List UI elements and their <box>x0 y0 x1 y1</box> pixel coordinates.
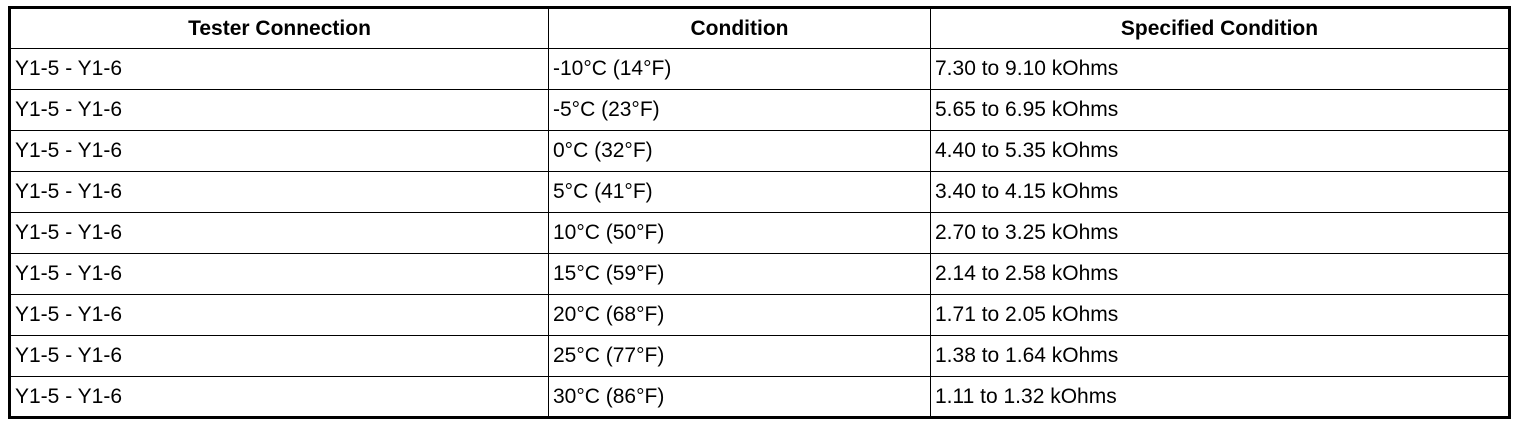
table-cell: 25°C (77°F) <box>548 335 931 377</box>
table-cell: 10°C (50°F) <box>548 212 931 254</box>
table-row: Y1-5 - Y1-6 5°C (41°F) 3.40 to 4.15 kOhms <box>9 171 1510 213</box>
table-header: Tester Connection Condition Specified Cond… <box>9 7 1510 49</box>
table-cell: Y1-5 - Y1-6 <box>9 130 549 172</box>
table-cell: 1.71 to 2.05 kOhms <box>930 294 1510 336</box>
table-cell: 7.30 to 9.10 kOhms <box>930 48 1510 90</box>
table-row: Y1-5 - Y1-6 25°C (77°F) 1.38 to 1.64 kOhms <box>9 335 1510 377</box>
table-cell: 2.14 to 2.58 kOhms <box>930 253 1510 295</box>
table-cell: 5.65 to 6.95 kOhms <box>930 89 1510 131</box>
table-cell: -10°C (14°F) <box>548 48 931 90</box>
table-cell: 0°C (32°F) <box>548 130 931 172</box>
table-cell: 5°C (41°F) <box>548 171 931 213</box>
table-row: Y1-5 - Y1-6 20°C (68°F) 1.71 to 2.05 kOhms <box>9 294 1510 336</box>
table-cell: 1.11 to 1.32 kOhms <box>930 376 1510 418</box>
table-cell: 2.70 to 3.25 kOhms <box>930 212 1510 254</box>
table-row: Y1-5 - Y1-6 0°C (32°F) 4.40 to 5.35 kOhms <box>9 130 1510 172</box>
header-row: Tester Connection Condition Specified Cond… <box>9 7 1510 49</box>
table-row: Y1-5 - Y1-6 -10°C (14°F) 7.30 to 9.10 kOhm… <box>9 48 1510 90</box>
table-cell: 20°C (68°F) <box>548 294 931 336</box>
header-cell: Specified Condition <box>930 7 1510 49</box>
spec-table: Tester Connection Condition Specified Cond… <box>8 6 1511 419</box>
table-cell: Y1-5 - Y1-6 <box>9 171 549 213</box>
table-row: Y1-5 - Y1-6 30°C (86°F) 1.11 to 1.32 kOhms <box>9 376 1510 418</box>
table-row: Y1-5 - Y1-6 15°C (59°F) 2.14 to 2.58 kOhms <box>9 253 1510 295</box>
table-cell: Y1-5 - Y1-6 <box>9 253 549 295</box>
table-cell: Y1-5 - Y1-6 <box>9 89 549 131</box>
table-cell: 3.40 to 4.15 kOhms <box>930 171 1510 213</box>
header-cell: Condition <box>548 7 931 49</box>
table-row: Y1-5 - Y1-6 10°C (50°F) 2.70 to 3.25 kOhms <box>9 212 1510 254</box>
table-cell: 4.40 to 5.35 kOhms <box>930 130 1510 172</box>
table-cell: Y1-5 - Y1-6 <box>9 294 549 336</box>
table-cell: -5°C (23°F) <box>548 89 931 131</box>
table-cell: 1.38 to 1.64 kOhms <box>930 335 1510 377</box>
table-cell: Y1-5 - Y1-6 <box>9 48 549 90</box>
header-cell: Tester Connection <box>9 7 549 49</box>
table-body: Y1-5 - Y1-6 -10°C (14°F) 7.30 to 9.10 kOhm… <box>9 48 1510 418</box>
table-cell: 15°C (59°F) <box>548 253 931 295</box>
table-row: Y1-5 - Y1-6 -5°C (23°F) 5.65 to 6.95 kOhms <box>9 89 1510 131</box>
table-cell: 30°C (86°F) <box>548 376 931 418</box>
table-cell: Y1-5 - Y1-6 <box>9 335 549 377</box>
table-cell: Y1-5 - Y1-6 <box>9 376 549 418</box>
table-cell: Y1-5 - Y1-6 <box>9 212 549 254</box>
